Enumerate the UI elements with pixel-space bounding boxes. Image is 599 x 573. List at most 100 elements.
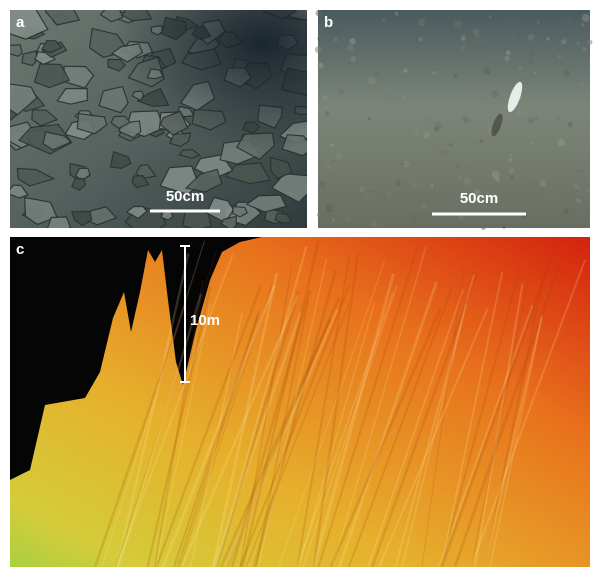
speck	[508, 167, 515, 174]
scale-bar-label: 50cm	[166, 188, 204, 205]
ridge	[245, 302, 351, 567]
panel-c: c 10m	[10, 237, 590, 567]
ridge	[180, 294, 299, 567]
speck	[345, 216, 352, 222]
ridge	[453, 264, 561, 567]
speck	[421, 117, 430, 125]
ridge	[421, 264, 466, 567]
ridge	[474, 284, 524, 567]
ridge	[437, 304, 534, 567]
speck	[432, 70, 437, 76]
speck	[411, 180, 419, 188]
ridge	[239, 266, 293, 567]
ridge	[470, 259, 533, 567]
ridge	[312, 253, 360, 567]
speck	[318, 181, 327, 189]
speck	[472, 89, 481, 98]
speck	[566, 19, 572, 25]
ridge	[378, 307, 489, 567]
speck	[454, 20, 462, 29]
speck	[395, 179, 401, 186]
speck	[314, 46, 322, 54]
ridge	[296, 254, 351, 567]
speck	[570, 138, 575, 143]
speck	[356, 172, 360, 176]
speck	[321, 219, 327, 224]
speck	[392, 187, 399, 194]
ridge	[172, 310, 261, 567]
speck	[551, 27, 555, 31]
speck	[581, 14, 590, 22]
speck	[430, 184, 434, 188]
speck	[489, 15, 492, 19]
ridge	[483, 279, 544, 567]
ridge	[252, 269, 338, 567]
speck	[576, 197, 582, 204]
speck	[326, 164, 331, 170]
speck	[461, 37, 466, 41]
speck	[367, 117, 372, 121]
speck	[472, 28, 479, 35]
speck	[502, 225, 506, 229]
speck	[480, 98, 484, 101]
photo-background	[318, 10, 590, 228]
speck	[574, 184, 579, 189]
ridge	[470, 259, 586, 567]
speck	[456, 164, 461, 170]
speck	[334, 26, 342, 35]
speck	[579, 82, 584, 87]
speck	[550, 194, 555, 199]
speck	[347, 44, 354, 52]
speck	[587, 39, 593, 45]
speck	[448, 142, 453, 147]
speck	[580, 22, 585, 27]
speck	[498, 191, 501, 194]
speck	[390, 222, 394, 226]
speck	[536, 109, 540, 112]
speck	[422, 45, 425, 48]
speck	[403, 207, 409, 213]
speck	[516, 110, 522, 116]
ridge	[179, 283, 273, 567]
speck	[557, 117, 560, 120]
ridge	[489, 317, 543, 567]
ridge	[116, 254, 234, 567]
ridge	[225, 318, 332, 567]
speck	[480, 224, 487, 230]
speck	[374, 71, 379, 76]
ridge	[161, 284, 277, 567]
ridge	[230, 289, 312, 567]
panel-a: a 50cm	[10, 10, 307, 228]
ridge	[101, 240, 206, 567]
ridge	[255, 299, 310, 567]
speck	[403, 68, 408, 74]
speck	[369, 190, 372, 193]
speck	[473, 189, 481, 197]
speck	[576, 41, 581, 46]
scale-bar-label: 50cm	[460, 190, 498, 207]
speck	[382, 93, 387, 98]
ridge	[278, 260, 386, 567]
ridge	[440, 253, 555, 567]
ridge	[440, 272, 504, 567]
speck	[386, 191, 392, 197]
ridge	[338, 281, 438, 567]
ridge	[331, 246, 427, 567]
ridge	[117, 293, 202, 567]
speck	[370, 220, 378, 228]
speck	[402, 36, 405, 40]
speck	[317, 62, 324, 69]
ridge	[155, 304, 211, 567]
ridge	[257, 258, 328, 567]
speck	[477, 37, 483, 44]
terrain-ridges	[93, 240, 586, 567]
speck	[315, 9, 322, 17]
speck	[523, 72, 528, 77]
speck	[402, 94, 406, 98]
speck	[479, 139, 483, 143]
ridge	[93, 304, 187, 567]
speck	[557, 138, 565, 147]
speck	[382, 19, 385, 23]
